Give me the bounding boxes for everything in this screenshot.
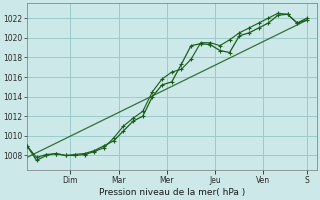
X-axis label: Pression niveau de la mer( hPa ): Pression niveau de la mer( hPa ) xyxy=(99,188,245,197)
